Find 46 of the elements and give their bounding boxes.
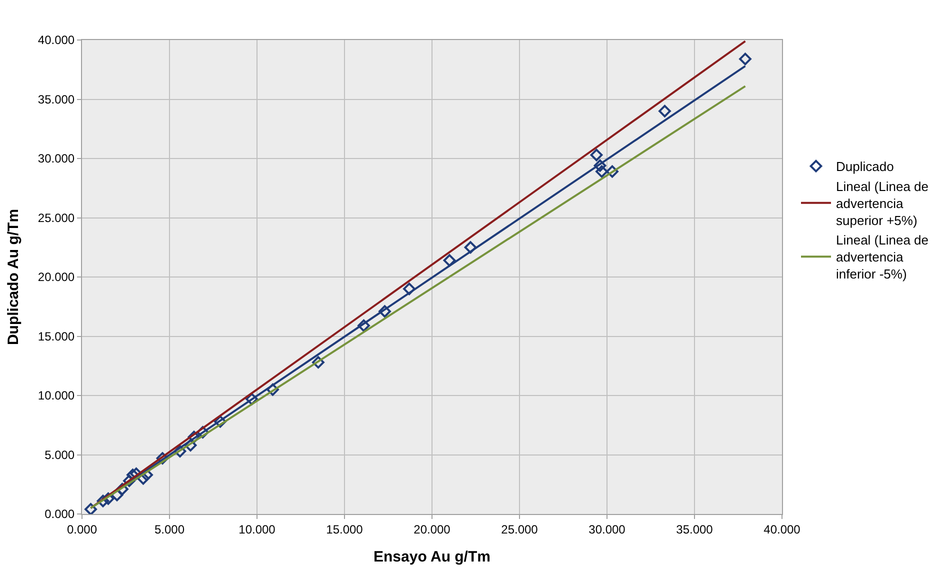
y-tick-label: 40.000 — [38, 33, 75, 48]
x-tick-label: 0.000 — [66, 522, 98, 536]
legend-label: Lineal (Linea de advertencia inferior -5%) — [836, 232, 929, 282]
point — [123, 474, 136, 488]
point — [84, 503, 97, 514]
y-axis-title: Duplicado Au g/Tm — [5, 208, 22, 346]
point — [594, 159, 606, 172]
point — [658, 104, 671, 118]
point — [739, 52, 752, 66]
point — [606, 165, 618, 178]
point — [266, 383, 279, 396]
point — [174, 445, 186, 458]
x-tick-label: 40.000 — [764, 522, 801, 536]
point — [246, 392, 258, 406]
point — [312, 356, 324, 369]
point — [403, 282, 416, 296]
y-tick-label: 10.000 — [38, 388, 75, 403]
y-tick-label: 35.000 — [38, 92, 75, 106]
y-tick-label: 0.000 — [44, 507, 75, 522]
y-tick-label: 20.000 — [38, 270, 75, 284]
x-tick-label: 30.000 — [588, 522, 626, 536]
point — [214, 415, 226, 428]
point — [156, 452, 169, 465]
x-tick-label: 5.000 — [154, 522, 185, 536]
point — [358, 319, 370, 332]
point — [590, 148, 603, 162]
point — [378, 305, 391, 318]
y-tick-label: 25.000 — [38, 210, 75, 225]
x-tick-label: 10.000 — [238, 522, 276, 536]
y-tick-label: 30.000 — [38, 152, 75, 166]
point — [116, 482, 128, 496]
x-tick-label: 25.000 — [501, 522, 538, 536]
point — [184, 439, 197, 452]
legend-label: Duplicado — [836, 159, 894, 174]
y-tick-label: 5.000 — [44, 448, 75, 462]
point — [464, 241, 477, 254]
legend-label: Lineal (Linea de advertencia superior +5%) — [836, 179, 929, 228]
point — [596, 165, 608, 178]
point — [443, 254, 456, 267]
point — [102, 492, 114, 505]
x-axis-title: Ensayo Au g/Tm — [374, 548, 490, 566]
x-tick-label: 35.000 — [676, 522, 714, 536]
x-tick-label: 15.000 — [326, 522, 364, 536]
point — [96, 494, 110, 508]
x-tick-label: 20.000 — [414, 522, 451, 536]
y-tick-label: 15.000 — [38, 329, 75, 344]
